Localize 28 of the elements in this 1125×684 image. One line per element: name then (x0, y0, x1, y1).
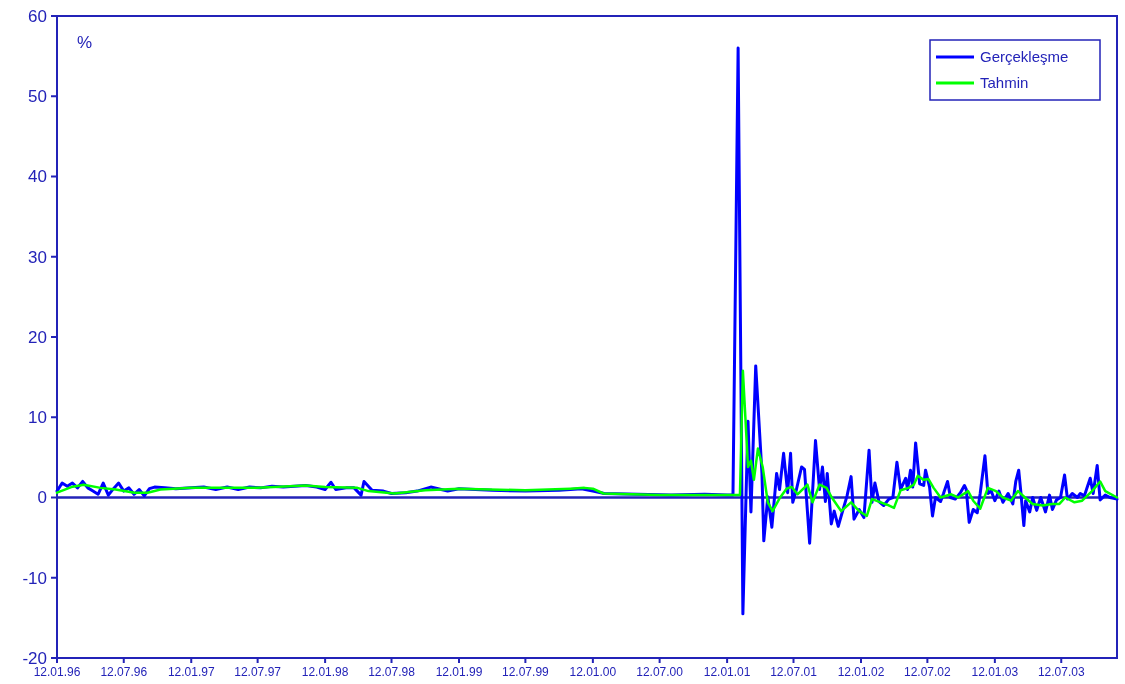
y-tick-label: 40 (28, 167, 47, 187)
y-tick-label: 0 (37, 488, 47, 508)
x-tick-label: 12.01.01 (703, 665, 751, 679)
y-tick-label: 60 (28, 6, 47, 26)
x-tick-label: 12.07.01 (770, 665, 818, 679)
y-tick-label: -20 (22, 648, 47, 668)
x-tick-label: 12.01.99 (435, 665, 483, 679)
x-tick-label: 12.01.00 (569, 665, 617, 679)
x-tick-label: 12.07.02 (904, 665, 952, 679)
x-tick-label: 12.07.99 (502, 665, 550, 679)
x-tick-label: 12.01.03 (971, 665, 1019, 679)
y-tick-label: 20 (28, 327, 47, 347)
x-tick-label: 12.01.96 (33, 665, 81, 679)
x-tick-label: 12.07.00 (636, 665, 684, 679)
x-tick-label: 12.01.98 (301, 665, 349, 679)
y-tick-label: 30 (28, 247, 47, 267)
y-axis-title: % (77, 33, 93, 52)
x-tick-label: 12.07.03 (1037, 665, 1085, 679)
x-tick-label: 12.07.98 (368, 665, 416, 679)
x-tick-label: 12.01.02 (837, 665, 885, 679)
x-tick-label: 12.07.97 (234, 665, 282, 679)
y-tick-label: 10 (28, 408, 47, 428)
y-tick-label: -10 (22, 568, 47, 588)
legend-label: Gerçekleşme (980, 48, 1069, 66)
y-tick-label: 50 (28, 87, 47, 107)
x-tick-label: 12.01.97 (167, 665, 215, 679)
x-tick-label: 12.07.96 (100, 665, 148, 679)
legend-label: Tahmin (980, 74, 1029, 92)
